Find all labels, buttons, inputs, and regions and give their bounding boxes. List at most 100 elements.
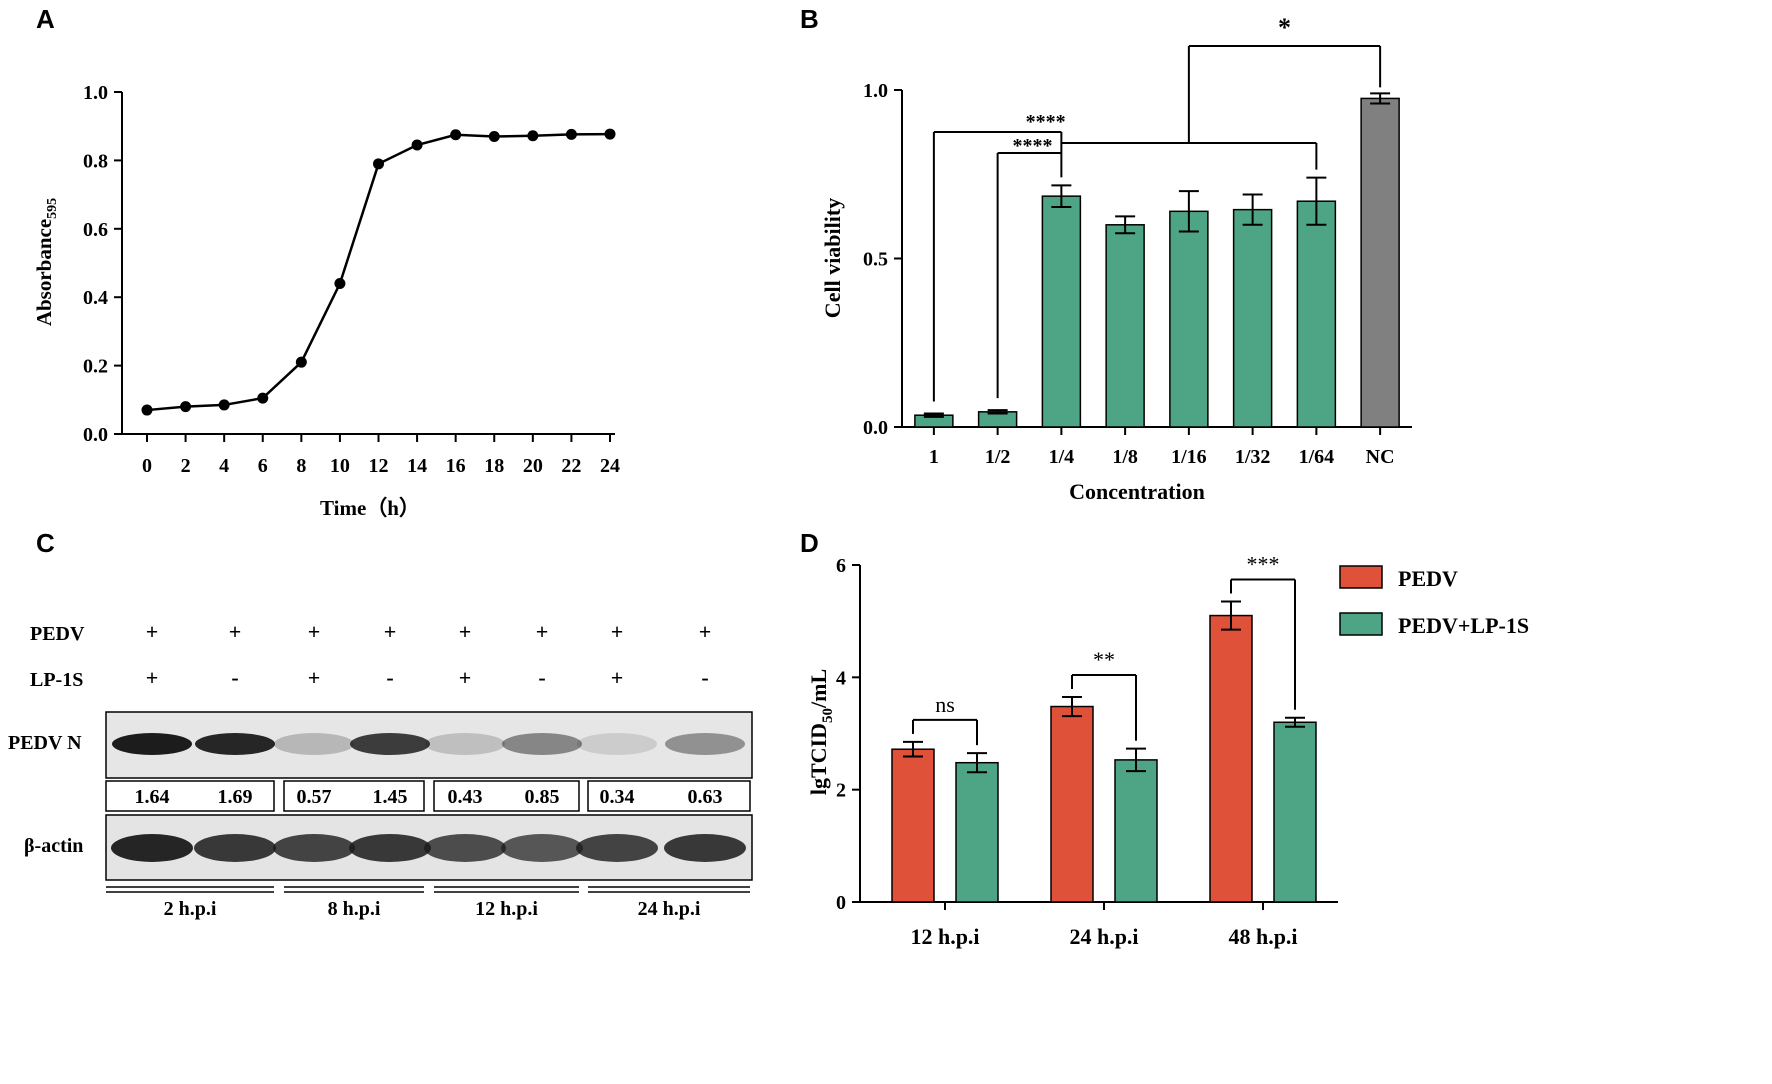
legend-label-d: PEDV+LP-1S — [1398, 613, 1529, 638]
bar-d-pedv — [891, 748, 935, 903]
data-point-a — [180, 401, 192, 413]
quant-box — [433, 780, 580, 812]
x-tick-label-a: 24 — [600, 455, 620, 477]
quant-box — [283, 780, 425, 812]
significance-label-d: ** — [1093, 647, 1115, 672]
x-tick-label-a: 18 — [484, 455, 504, 477]
significance-label-d: ns — [935, 692, 955, 717]
x-axis-label-a: Time（h） — [320, 496, 420, 520]
pedv-sign: + — [699, 619, 712, 644]
x-axis-label-b: Concentration — [1069, 479, 1205, 504]
panel-label-b: B — [800, 4, 819, 34]
row-label-pedv: PEDV — [30, 623, 85, 645]
group-label: 12 h.p.i — [475, 898, 538, 920]
significance-stars-b: **** — [1026, 111, 1066, 133]
data-point-a — [411, 139, 423, 151]
lp-1s-sign: - — [538, 665, 545, 690]
x-tick-label-a: 0 — [142, 455, 152, 477]
y-tick-label-a: 1.0 — [83, 82, 108, 104]
y-tick-label-d: 6 — [836, 555, 846, 577]
band-beta-actin — [664, 834, 746, 862]
quant-value: 1.64 — [135, 786, 170, 808]
x-tick-label-d: 48 h.p.i — [1228, 924, 1297, 949]
significance-label-d: *** — [1247, 552, 1280, 577]
lp-1s-sign: + — [308, 665, 321, 690]
lp-1s-sign: - — [701, 665, 708, 690]
data-point-a — [218, 399, 230, 411]
band-pedv-n — [665, 733, 745, 755]
lp-1s-sign: + — [459, 665, 472, 690]
bar-b — [1041, 195, 1082, 428]
bar-d-pedv-lp-1s — [955, 761, 999, 903]
quant-value: 0.57 — [297, 786, 332, 808]
band-pedv-n — [502, 733, 582, 755]
y-tick-label-a: 0.4 — [83, 287, 108, 309]
x-tick-label-a: 2 — [181, 455, 191, 477]
y-tick-label-a: 0.0 — [83, 424, 108, 446]
x-tick-label-b: 1/2 — [985, 446, 1011, 468]
quant-value: 0.85 — [525, 786, 560, 808]
x-tick-label-b: 1/64 — [1299, 446, 1335, 468]
x-tick-label-a: 22 — [561, 455, 581, 477]
y-tick-label-b: 0.0 — [863, 417, 888, 439]
data-point-a — [334, 278, 346, 290]
y-tick-label-a: 0.2 — [83, 356, 108, 378]
band-beta-actin — [349, 834, 431, 862]
bar-d-pedv-lp-1s — [1273, 721, 1317, 903]
group-label: 8 h.p.i — [328, 898, 381, 920]
band-pedv-n — [195, 733, 275, 755]
y-axis-label-main-a: Absorbance — [32, 219, 56, 326]
y-axis-label-tail-d: /mL — [806, 669, 831, 709]
lp-1s-sign: - — [231, 665, 238, 690]
band-beta-actin — [501, 834, 583, 862]
quant-value: 0.34 — [600, 786, 635, 808]
band-pedv-n — [112, 733, 192, 755]
bar-d-pedv-lp-1s — [1114, 759, 1158, 903]
row-label-beta-actin: β-actin — [24, 835, 83, 857]
band-pedv-n — [274, 733, 354, 755]
x-tick-label-d: 12 h.p.i — [910, 924, 979, 949]
significance-stars-b: * — [1278, 13, 1291, 42]
x-tick-label-a: 10 — [330, 455, 350, 477]
y-tick-label-b: 0.5 — [863, 249, 888, 271]
x-tick-label-b: 1/32 — [1235, 446, 1271, 468]
quant-value: 1.69 — [218, 786, 253, 808]
significance-stars-b: **** — [1013, 135, 1053, 157]
y-tick-label-a: 0.6 — [83, 219, 108, 241]
x-tick-label-b: 1 — [929, 446, 939, 468]
y-axis-label-main-d: lgTCID — [806, 723, 831, 795]
x-tick-label-a: 6 — [258, 455, 268, 477]
lp-1s-sign: + — [611, 665, 624, 690]
y-axis-label-b: Cell viability — [820, 198, 845, 318]
data-point-a — [565, 128, 577, 140]
x-tick-label-b: 1/8 — [1112, 446, 1138, 468]
x-tick-label-b: 1/4 — [1049, 446, 1075, 468]
row-label-pedv-n: PEDV N — [8, 732, 82, 754]
lp-1s-sign: - — [386, 665, 393, 690]
pedv-sign: + — [611, 619, 624, 644]
band-pedv-n — [577, 733, 657, 755]
y-tick-label-b: 1.0 — [863, 80, 888, 102]
pedv-sign: + — [459, 619, 472, 644]
x-tick-label-b: 1/16 — [1171, 446, 1207, 468]
band-pedv-n — [350, 733, 430, 755]
band-beta-actin — [424, 834, 506, 862]
pedv-sign: + — [146, 619, 159, 644]
legend-swatch-d — [1339, 612, 1383, 636]
band-pedv-n — [425, 733, 505, 755]
y-axis-label-a: Absorbance595 — [32, 198, 60, 326]
x-tick-label-a: 4 — [219, 455, 229, 477]
panel-label-a: A — [36, 4, 55, 34]
x-tick-label-a: 14 — [407, 455, 427, 477]
x-tick-label-a: 12 — [369, 455, 389, 477]
data-point-a — [295, 356, 307, 368]
quant-box — [587, 780, 751, 812]
quant-value: 1.45 — [373, 786, 408, 808]
pedv-sign: + — [229, 619, 242, 644]
data-point-a — [488, 130, 500, 142]
group-label: 24 h.p.i — [638, 898, 701, 920]
